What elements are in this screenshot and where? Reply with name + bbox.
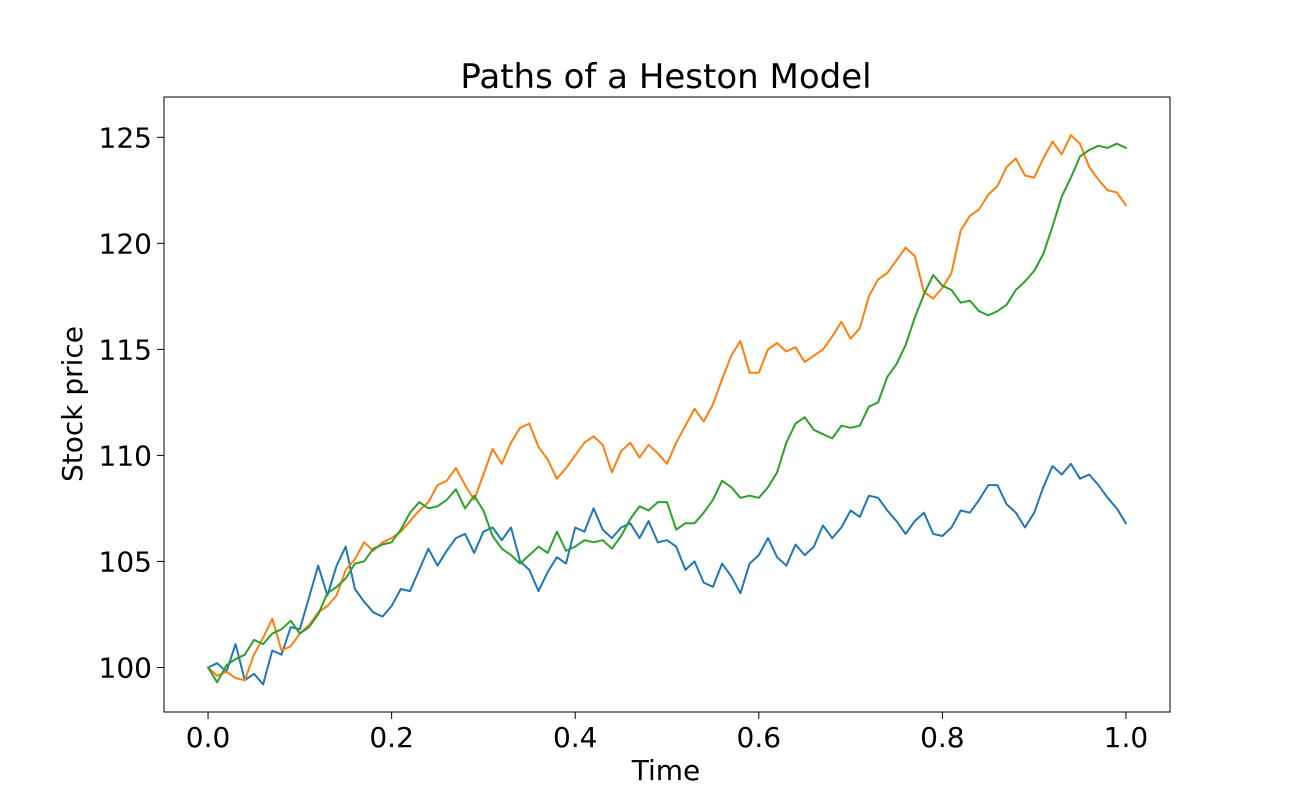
y-axis-label: Stock price — [56, 326, 89, 482]
x-tick-label: 0.8 — [920, 721, 965, 754]
plot-area — [207, 134, 1127, 686]
axes-frame — [163, 96, 1171, 713]
y-tick-label: 105 — [99, 545, 152, 578]
y-tick-label: 110 — [99, 439, 152, 472]
x-tick-label: 0.4 — [553, 721, 598, 754]
series-line-2 — [207, 134, 1127, 682]
y-tick-label: 115 — [99, 333, 152, 366]
series-line-3 — [207, 142, 1127, 684]
y-tick-label: 120 — [99, 227, 152, 260]
y-tick-label: 100 — [99, 651, 152, 684]
x-tick-label: 0.0 — [186, 721, 231, 754]
x-tick-label: 0.6 — [737, 721, 782, 754]
x-tick-label: 1.0 — [1104, 721, 1149, 754]
axes: 0.0 0.2 0.4 0.6 0.8 1.0 100 105 110 115 120 125 — [99, 96, 1171, 754]
chart-title: Paths of a Heston Model — [460, 57, 871, 97]
x-axis-label: Time — [631, 754, 701, 787]
series-line-1 — [207, 462, 1127, 686]
x-tick-label: 0.2 — [369, 721, 414, 754]
y-tick-label: 125 — [99, 121, 152, 154]
